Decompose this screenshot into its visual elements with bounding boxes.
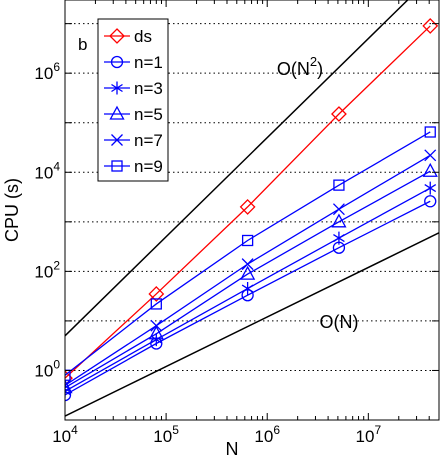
y-tick-label: 102 [34, 258, 60, 281]
data-point [422, 162, 438, 177]
x-tick-label: 104 [52, 423, 78, 446]
reference-line [65, 0, 409, 337]
legend-label: n=5 [134, 105, 163, 124]
data-point [240, 265, 256, 280]
series-n=9 [65, 126, 436, 381]
data-point [148, 325, 164, 340]
reference-label-n2: O(N2) [277, 54, 323, 79]
x-tick-label: 105 [153, 423, 179, 446]
data-point [424, 126, 436, 138]
x-axis-label: N [226, 439, 239, 459]
legend-item: ds [104, 27, 152, 46]
legend-label: ds [134, 27, 152, 46]
y-axis-label: CPU (s) [2, 178, 22, 242]
axis-ticks [64, 0, 440, 421]
legend-swatch-marker [109, 28, 125, 44]
legend-label: n=9 [134, 157, 163, 176]
y-tick-label: 104 [34, 159, 60, 182]
legend-item: n=1 [104, 53, 163, 72]
series-line [65, 200, 431, 396]
data-point [424, 149, 437, 162]
legend-swatch-marker [111, 134, 123, 146]
legend-label: n=7 [134, 131, 163, 150]
data-point [331, 213, 347, 228]
data-point [150, 298, 162, 310]
data-point [241, 258, 254, 271]
x-tick-label: 107 [356, 423, 382, 446]
series-n=5 [65, 162, 438, 394]
legend-box [97, 18, 169, 182]
y-tick-label: 100 [34, 357, 60, 380]
series-line [65, 131, 431, 376]
annotations: O(N2) O(N) [277, 54, 359, 332]
data-point [333, 231, 345, 245]
data-point [241, 234, 254, 247]
data-point [241, 282, 254, 296]
legend-label: n=3 [134, 79, 163, 98]
data-point [424, 195, 437, 208]
reference-label-n: O(N) [320, 312, 359, 332]
legend-swatch-marker [111, 81, 123, 95]
data-point [65, 379, 71, 392]
data-point [424, 181, 437, 195]
data-point [333, 179, 345, 191]
panel-label: b [78, 35, 87, 54]
legend-item: n=7 [104, 131, 163, 150]
legend: ds n=1 n=3 n=5 n=7 n=9 [97, 18, 169, 182]
series-line [65, 25, 431, 379]
data-point [150, 333, 163, 347]
series-line [65, 170, 431, 389]
data-point [65, 379, 73, 394]
data-point [148, 286, 165, 302]
legend-swatch-marker [109, 105, 125, 120]
legend-swatch-marker [110, 55, 124, 69]
data-point [150, 319, 163, 332]
legend-swatch-marker [111, 160, 123, 172]
x-tick-label: 106 [254, 423, 280, 446]
reference-lines [65, 0, 439, 417]
legend-item: n=5 [104, 105, 163, 124]
legend-label: n=1 [134, 53, 163, 72]
data-point [239, 198, 256, 215]
series-n=7 [65, 149, 437, 392]
y-tick-label: 106 [34, 60, 60, 83]
data-point [332, 203, 345, 216]
data-point [331, 106, 347, 122]
legend-item: n=3 [104, 79, 163, 98]
reference-line [65, 232, 439, 417]
legend-item: n=9 [104, 157, 163, 176]
data-point [65, 369, 71, 381]
tick-labels: 104 105 106 107 100 102 104 106 [34, 60, 381, 446]
data-point [65, 388, 72, 402]
